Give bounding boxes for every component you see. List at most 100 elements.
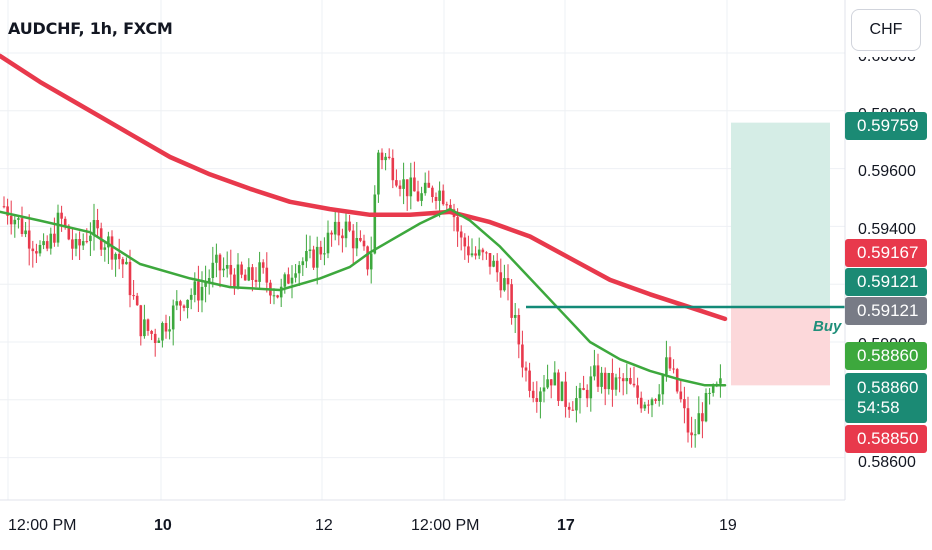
candle-body — [517, 315, 521, 345]
candle-body — [171, 305, 175, 330]
candle-body — [409, 177, 413, 197]
last-price-tag: 0.58860 54:58 — [845, 373, 927, 423]
candle-body — [531, 390, 535, 399]
stop-price-tag[interactable]: 0.58850 — [845, 425, 927, 453]
candle-body — [251, 267, 254, 280]
candle-body — [45, 241, 49, 249]
candle-body — [254, 279, 258, 282]
candle-body — [344, 221, 348, 239]
time-axis-label: 12 — [315, 517, 333, 534]
candle-body — [200, 286, 204, 301]
candle-body — [301, 261, 305, 266]
candle-body — [146, 319, 150, 331]
symbol-title[interactable]: AUDCHF, 1h, FXCM — [8, 19, 173, 38]
candle-body — [488, 253, 492, 267]
entry-price-tag[interactable]: 0.59121 — [845, 297, 927, 325]
stop-loss-zone[interactable] — [731, 307, 830, 386]
candle-body — [81, 241, 85, 246]
candle-body — [92, 220, 96, 236]
candle-body — [578, 388, 582, 399]
candle-body — [477, 249, 481, 256]
candle-body — [373, 194, 377, 254]
candle-body — [679, 391, 683, 400]
position-tool[interactable] — [731, 122, 830, 386]
candle-body — [20, 218, 24, 234]
candle-body — [85, 241, 89, 243]
candle-body — [463, 237, 467, 247]
candle-body — [528, 370, 531, 391]
candle-body — [708, 392, 711, 394]
candle-body — [391, 157, 395, 181]
candle-body — [333, 221, 337, 235]
candle-body — [193, 281, 197, 295]
price-axis-label: 0.58600 — [858, 454, 916, 471]
candle-body — [445, 204, 449, 206]
target-price-tag[interactable]: 0.59759 — [845, 112, 927, 140]
candle-body — [189, 294, 193, 300]
candle-body — [233, 274, 236, 287]
candle-body — [672, 368, 675, 370]
candle-body — [132, 295, 135, 297]
currency-button[interactable]: CHF — [851, 9, 921, 51]
price-axis-label-partial: 0.59800 — [858, 106, 916, 113]
candle-body — [215, 254, 218, 263]
candle-body — [236, 264, 240, 287]
candle-body — [542, 387, 546, 392]
candle-body — [89, 235, 92, 242]
candle-body — [323, 253, 326, 255]
candle-body — [416, 191, 420, 201]
candle-body — [449, 204, 452, 210]
grid-lines — [0, 0, 845, 500]
candle-body — [607, 373, 611, 390]
candle-body — [524, 367, 528, 371]
candle-body — [553, 372, 557, 386]
candle-body — [348, 221, 351, 231]
candle-body — [402, 179, 405, 189]
candle-body — [38, 245, 42, 254]
buy-position-label[interactable]: Buy — [813, 318, 842, 335]
candle-body — [693, 434, 697, 436]
candle-body — [499, 272, 503, 291]
candle-body — [654, 399, 657, 401]
candle-body — [470, 253, 474, 256]
fast-moving-average-line — [0, 207, 727, 387]
candle-body — [330, 232, 333, 235]
candle-body — [539, 391, 542, 402]
candle-body — [60, 212, 63, 219]
position-price-tag: 0.59121 — [845, 268, 927, 296]
candle-body — [114, 253, 117, 260]
time-axis-label: 17 — [557, 517, 575, 534]
candle-body — [276, 295, 279, 298]
candle-body — [459, 231, 463, 238]
candle-body — [661, 374, 665, 395]
candle-body — [603, 372, 607, 390]
candle-body — [474, 253, 477, 256]
candle-body — [675, 369, 679, 392]
take-profit-zone[interactable] — [731, 122, 830, 308]
candlestick-series — [2, 148, 722, 448]
candle-body — [351, 230, 355, 249]
candle-body — [420, 193, 423, 201]
candle-body — [395, 180, 398, 186]
slow-moving-average-line — [0, 53, 728, 322]
candle-body — [125, 261, 128, 265]
candle-body — [549, 379, 553, 386]
candle-body — [557, 372, 560, 401]
candle-body — [719, 378, 722, 384]
candle-body — [287, 274, 290, 284]
candle-body — [164, 323, 168, 332]
candle-body — [49, 233, 53, 249]
candle-body — [405, 179, 409, 197]
candle-body — [128, 261, 132, 296]
candle-body — [647, 404, 650, 406]
candle-body — [179, 301, 182, 306]
candle-body — [546, 379, 549, 388]
candle-body — [359, 238, 362, 241]
candle-body — [24, 230, 27, 235]
candle-body — [290, 277, 294, 284]
candle-body — [503, 278, 506, 291]
candle-body — [711, 385, 715, 393]
price-axis-label-partial: 0.59000 — [858, 336, 916, 343]
last-price-value: 0.58860 — [857, 378, 919, 397]
